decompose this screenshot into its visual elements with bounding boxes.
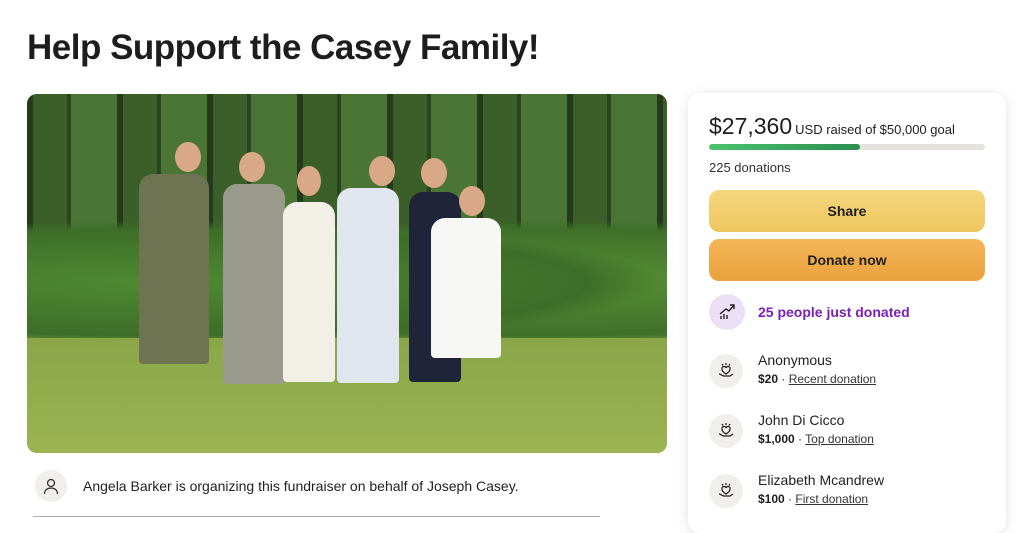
donor-name: Anonymous [758, 352, 832, 368]
organizer-row: Angela Barker is organizing this fundrai… [35, 470, 519, 502]
photo-head [297, 166, 321, 196]
heart-hand-icon [709, 474, 743, 508]
goal-text: USD raised of $50,000 goal [795, 122, 955, 137]
divider [33, 516, 600, 517]
photo-head [421, 158, 447, 188]
user-icon [35, 470, 67, 502]
progress-fill [709, 144, 860, 150]
donation-amount: $20 [758, 372, 779, 386]
trend-text: 25 people just donated [758, 304, 910, 320]
donate-now-button[interactable]: Donate now [709, 239, 985, 281]
donation-tag-link[interactable]: Top donation [805, 432, 874, 446]
share-button[interactable]: Share [709, 190, 985, 232]
donation-tag-link[interactable]: Recent donation [788, 372, 877, 386]
progress-bar [709, 144, 985, 150]
photo-person [139, 174, 209, 364]
donation-amount: $100 [758, 492, 785, 506]
photo-person [283, 202, 335, 382]
trending-up-icon [709, 294, 745, 330]
photo-head [369, 156, 395, 186]
amount-raised: $27,360 USD raised of $50,000 goal [709, 113, 955, 140]
photo-head [459, 186, 485, 216]
photo-person [337, 188, 399, 383]
heart-hand-icon [709, 414, 743, 448]
heart-hand-icon [709, 354, 743, 388]
fundraiser-photo[interactable] [27, 94, 667, 453]
photo-head [239, 152, 265, 182]
donation-item: John Di Cicco $1,000 · Top donation [709, 412, 874, 448]
photo-person [431, 218, 501, 358]
raised-amount: $27,360 [709, 113, 793, 139]
donation-tag-link[interactable]: First donation [795, 492, 869, 506]
donation-amount: $1,000 [758, 432, 795, 446]
recent-donations-banner: 25 people just donated [709, 294, 910, 330]
photo-person [223, 184, 285, 384]
donor-name: Elizabeth Mcandrew [758, 472, 885, 488]
donations-count: 225 donations [709, 160, 791, 175]
donation-item: Anonymous $20 · Recent donation [709, 352, 876, 388]
page-title: Help Support the Casey Family! [27, 28, 540, 67]
donation-item: Elizabeth Mcandrew $100 · First donation [709, 472, 884, 508]
donor-name: John Di Cicco [758, 412, 845, 428]
photo-head [175, 142, 201, 172]
organizer-text: Angela Barker is organizing this fundrai… [83, 478, 519, 494]
donation-card: $27,360 USD raised of $50,000 goal 225 do… [688, 93, 1006, 533]
